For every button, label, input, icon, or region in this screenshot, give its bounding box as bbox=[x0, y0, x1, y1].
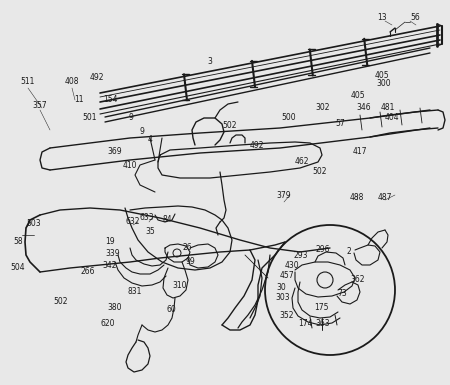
Text: 410: 410 bbox=[123, 161, 137, 169]
Text: 632: 632 bbox=[126, 218, 140, 226]
Text: 369: 369 bbox=[108, 147, 122, 156]
Text: 296: 296 bbox=[316, 246, 330, 254]
Text: 154: 154 bbox=[103, 95, 117, 104]
Text: 502: 502 bbox=[313, 167, 327, 176]
Text: 9: 9 bbox=[129, 112, 134, 122]
Text: 11: 11 bbox=[74, 95, 84, 104]
Text: 30: 30 bbox=[276, 283, 286, 293]
Text: 405: 405 bbox=[351, 90, 365, 99]
Text: 379: 379 bbox=[277, 191, 291, 201]
Text: 500: 500 bbox=[282, 114, 296, 122]
Text: 3: 3 bbox=[207, 57, 212, 67]
Text: 293: 293 bbox=[294, 251, 308, 259]
Text: 831: 831 bbox=[128, 288, 142, 296]
Text: 405: 405 bbox=[375, 70, 389, 79]
Text: 487: 487 bbox=[378, 194, 392, 203]
Text: 26: 26 bbox=[182, 243, 192, 253]
Text: 457: 457 bbox=[280, 271, 294, 280]
Text: 346: 346 bbox=[357, 104, 371, 112]
Text: 60: 60 bbox=[166, 306, 176, 315]
Text: 4: 4 bbox=[148, 136, 153, 144]
Text: 417: 417 bbox=[353, 147, 367, 156]
Text: 488: 488 bbox=[350, 194, 364, 203]
Text: 73: 73 bbox=[337, 290, 347, 298]
Text: 175: 175 bbox=[314, 303, 328, 311]
Text: 462: 462 bbox=[295, 157, 309, 166]
Text: 9: 9 bbox=[140, 127, 144, 137]
Text: 380: 380 bbox=[108, 303, 122, 313]
Text: 58: 58 bbox=[13, 238, 23, 246]
Text: 502: 502 bbox=[223, 121, 237, 129]
Text: 352: 352 bbox=[280, 310, 294, 320]
Text: 633: 633 bbox=[140, 214, 154, 223]
Text: 503: 503 bbox=[27, 219, 41, 229]
Text: 502: 502 bbox=[54, 298, 68, 306]
Text: 2: 2 bbox=[346, 248, 351, 256]
Text: 84: 84 bbox=[162, 216, 172, 224]
Text: 174: 174 bbox=[298, 318, 312, 328]
Text: 430: 430 bbox=[285, 261, 299, 270]
Text: 504: 504 bbox=[11, 263, 25, 273]
Text: 99: 99 bbox=[185, 258, 195, 266]
Text: 363: 363 bbox=[316, 318, 330, 328]
Text: 511: 511 bbox=[21, 77, 35, 87]
Text: 56: 56 bbox=[410, 13, 420, 22]
Text: 310: 310 bbox=[173, 281, 187, 290]
Text: 620: 620 bbox=[101, 318, 115, 328]
Text: 357: 357 bbox=[33, 100, 47, 109]
Text: 501: 501 bbox=[83, 114, 97, 122]
Text: 302: 302 bbox=[316, 104, 330, 112]
Text: 57: 57 bbox=[335, 119, 345, 127]
Text: 300: 300 bbox=[377, 79, 392, 89]
Text: 13: 13 bbox=[377, 13, 387, 22]
Text: 266: 266 bbox=[81, 268, 95, 276]
Text: 492: 492 bbox=[250, 141, 264, 149]
Text: 408: 408 bbox=[65, 77, 79, 87]
Text: 303: 303 bbox=[276, 293, 290, 303]
Text: 404: 404 bbox=[385, 114, 399, 122]
Text: 362: 362 bbox=[351, 276, 365, 285]
Text: 481: 481 bbox=[381, 102, 395, 112]
Text: 35: 35 bbox=[145, 228, 155, 236]
Text: 492: 492 bbox=[90, 74, 104, 82]
Text: 342: 342 bbox=[103, 261, 117, 270]
Text: 339: 339 bbox=[106, 249, 120, 258]
Text: 19: 19 bbox=[105, 238, 115, 246]
